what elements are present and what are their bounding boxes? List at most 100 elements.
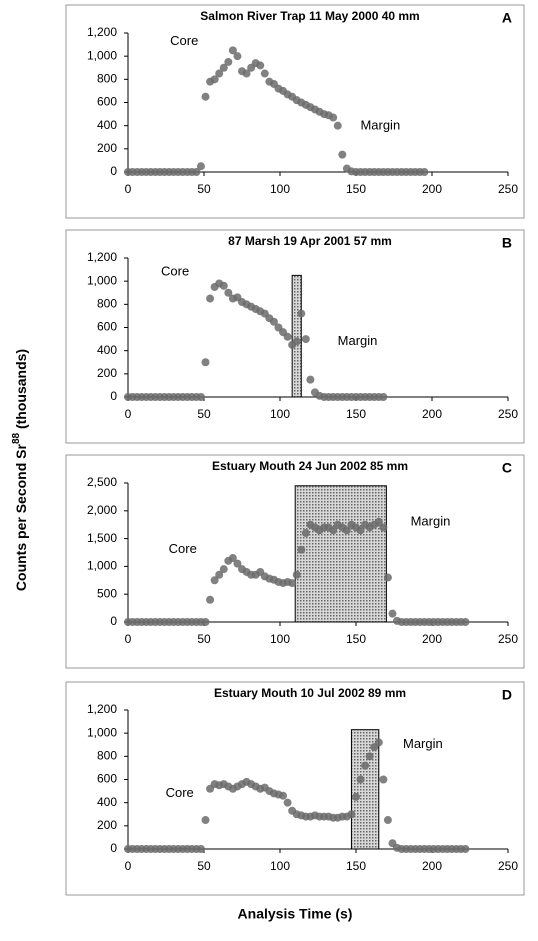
y-tick-label: 600: [97, 95, 117, 109]
y-tick-label: 400: [97, 118, 117, 132]
y-tick-label: 400: [97, 343, 117, 357]
data-point: [338, 150, 347, 159]
data-point: [228, 554, 237, 563]
x-tick-label: 150: [346, 407, 366, 421]
y-tick-label: 500: [97, 586, 117, 600]
data-point: [356, 526, 365, 535]
data-point: [219, 565, 228, 574]
data-point: [292, 337, 301, 346]
y-tick-label: 1,200: [87, 25, 117, 39]
y-tick-label: 0: [110, 389, 117, 403]
x-tick-label: 250: [498, 859, 518, 873]
data-point: [383, 573, 392, 582]
panel-frame: [65, 681, 525, 896]
panel-title: Salmon River Trap 11 May 2000 40 mm: [200, 9, 419, 23]
data-point: [292, 570, 301, 579]
data-point: [379, 523, 388, 532]
data-point: [256, 61, 265, 70]
annotation: Core: [170, 33, 198, 48]
data-point: [224, 57, 233, 66]
panel-label: A: [502, 10, 512, 26]
highlight-box: [294, 485, 387, 623]
data-point: [301, 335, 310, 344]
panel-frame: [65, 229, 525, 444]
data-point: [297, 545, 306, 554]
y-axis-label: Counts per Second Sr88 (thousands): [11, 349, 29, 591]
annotation: Margin: [338, 333, 378, 348]
annotation: Margin: [403, 736, 443, 751]
y-tick-label: 800: [97, 749, 117, 763]
y-tick-label: 400: [97, 795, 117, 809]
panel-label: C: [502, 460, 512, 476]
x-tick-label: 100: [270, 632, 290, 646]
data-point: [461, 845, 470, 853]
x-tick-label: 0: [125, 859, 132, 873]
highlight-box: [291, 274, 302, 398]
data-point: [301, 529, 310, 538]
data-point: [219, 281, 228, 290]
data-point: [333, 121, 342, 130]
data-point: [215, 570, 224, 579]
y-tick-label: 200: [97, 366, 117, 380]
x-tick-label: 200: [422, 407, 442, 421]
data-point: [283, 332, 292, 341]
data-point: [365, 752, 374, 761]
data-point: [210, 75, 219, 84]
y-tick-label: 1,000: [87, 48, 117, 62]
data-point: [242, 69, 251, 78]
y-tick-label: 1,000: [87, 559, 117, 573]
data-point: [224, 288, 233, 297]
data-point: [420, 168, 429, 176]
data-point: [361, 761, 370, 770]
data-point: [329, 526, 338, 535]
annotation: Margin: [411, 513, 451, 528]
x-tick-label: 100: [270, 182, 290, 196]
x-tick-label: 150: [346, 182, 366, 196]
x-tick-label: 200: [422, 182, 442, 196]
data-point: [196, 845, 205, 853]
x-tick-label: 50: [197, 632, 211, 646]
y-tick-label: 1,000: [87, 725, 117, 739]
data-point: [374, 738, 383, 747]
y-tick-label: 0: [110, 164, 117, 178]
data-point: [201, 92, 210, 101]
data-point: [269, 317, 278, 326]
data-point: [196, 162, 205, 171]
data-point: [192, 168, 201, 176]
data-point: [201, 816, 210, 825]
x-tick-label: 250: [498, 182, 518, 196]
x-tick-label: 0: [125, 632, 132, 646]
y-tick-label: 600: [97, 320, 117, 334]
x-tick-label: 50: [197, 407, 211, 421]
data-point: [306, 375, 315, 384]
x-tick-label: 150: [346, 859, 366, 873]
data-point: [347, 810, 356, 819]
annotation: Core: [169, 541, 197, 556]
data-point: [374, 517, 383, 526]
data-point: [228, 46, 237, 55]
panel-frame: [65, 454, 525, 669]
data-point: [383, 816, 392, 825]
data-point: [342, 526, 351, 535]
y-tick-label: 2,000: [87, 503, 117, 517]
y-tick-label: 1,000: [87, 273, 117, 287]
x-tick-label: 50: [197, 859, 211, 873]
panel-title: Estuary Mouth 10 Jul 2002 89 mm: [214, 686, 406, 700]
data-point: [297, 309, 306, 318]
panel-label: B: [502, 235, 512, 251]
panel-label: D: [502, 687, 512, 703]
data-point: [260, 69, 269, 78]
x-tick-label: 200: [422, 632, 442, 646]
y-tick-label: 200: [97, 141, 117, 155]
y-label-unit: (thousands): [13, 349, 29, 433]
y-tick-label: 2,500: [87, 475, 117, 489]
panel-title: Estuary Mouth 24 Jun 2002 85 mm: [212, 459, 408, 473]
annotation: Margin: [360, 118, 400, 133]
data-point: [233, 559, 242, 568]
x-tick-label: 250: [498, 632, 518, 646]
data-point: [388, 609, 397, 618]
data-point: [219, 63, 228, 72]
x-tick-label: 250: [498, 407, 518, 421]
data-point: [461, 618, 470, 626]
